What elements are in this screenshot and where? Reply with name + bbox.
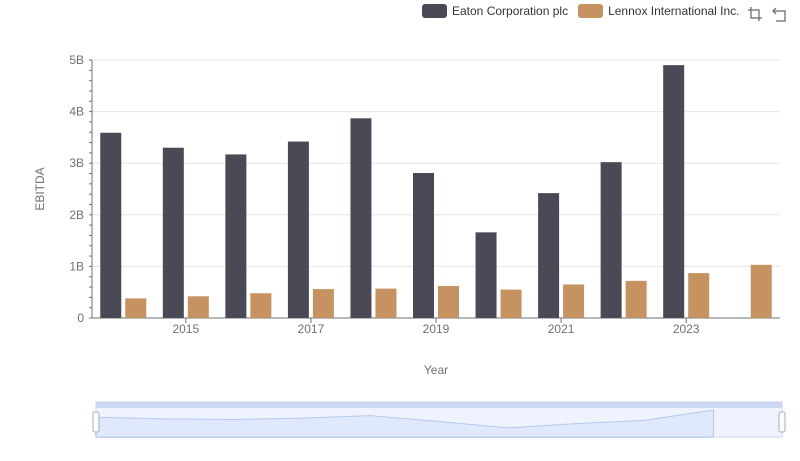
x-axis-title: Year xyxy=(424,363,448,377)
zoom-handle-right[interactable] xyxy=(778,411,786,433)
bar-lennox[interactable] xyxy=(375,288,397,318)
zoom-icon[interactable] xyxy=(747,6,763,22)
bar-lennox[interactable] xyxy=(312,289,334,318)
y-tick-label: 5B xyxy=(69,53,84,67)
bar-eaton[interactable] xyxy=(475,232,497,318)
bar-eaton[interactable] xyxy=(100,132,122,318)
bar-eaton[interactable] xyxy=(600,162,622,318)
zoom-selection[interactable] xyxy=(96,407,782,437)
bar-lennox[interactable] xyxy=(750,264,772,318)
legend-swatch-eaton xyxy=(422,4,447,18)
x-tick-label: 2017 xyxy=(298,322,325,336)
x-tick-label: 2015 xyxy=(172,322,199,336)
y-axis-title: EBITDA xyxy=(33,167,47,210)
legend: Eaton Corporation plc Lennox Internation… xyxy=(422,4,750,18)
bar-lennox[interactable] xyxy=(688,273,710,318)
bar-lennox[interactable] xyxy=(500,289,522,318)
bar-lennox[interactable] xyxy=(625,280,647,318)
y-tick-label: 2B xyxy=(69,208,84,222)
zoom-move-handle[interactable] xyxy=(96,402,782,408)
restore-icon[interactable] xyxy=(772,6,788,22)
bar-lennox[interactable] xyxy=(187,296,209,318)
x-tick-label: 2021 xyxy=(548,322,575,336)
y-tick-label: 0 xyxy=(77,311,84,325)
bar-eaton[interactable] xyxy=(663,65,685,318)
legend-swatch-lennox xyxy=(578,4,604,18)
bar-eaton[interactable] xyxy=(287,141,309,318)
y-tick-label: 3B xyxy=(69,156,84,170)
bars xyxy=(100,65,772,318)
bar-lennox[interactable] xyxy=(250,293,272,318)
x-axis: 2015 2017 2019 2021 2023 xyxy=(92,317,780,336)
y-axis: 0 1B 2B 3B 4B 5B xyxy=(69,53,93,325)
legend-label-lennox: Lennox International Inc. xyxy=(608,4,740,18)
x-tick-label: 2023 xyxy=(673,322,700,336)
y-tick-label: 1B xyxy=(69,259,84,273)
x-tick-label: 2019 xyxy=(423,322,450,336)
bar-eaton[interactable] xyxy=(413,173,434,318)
bar-lennox[interactable] xyxy=(125,298,147,318)
y-tick-label: 4B xyxy=(69,105,84,119)
bar-eaton[interactable] xyxy=(538,193,560,318)
legend-item-eaton[interactable]: Eaton Corporation plc xyxy=(422,4,568,18)
bar-eaton[interactable] xyxy=(350,118,372,318)
bar-eaton[interactable] xyxy=(162,147,184,318)
data-zoom-slider xyxy=(92,401,786,438)
legend-item-lennox[interactable]: Lennox International Inc. xyxy=(578,4,740,18)
bar-lennox[interactable] xyxy=(438,286,459,318)
bar-lennox[interactable] xyxy=(563,284,585,318)
bar-eaton[interactable] xyxy=(225,154,247,318)
legend-label-eaton: Eaton Corporation plc xyxy=(452,4,569,18)
zoom-handle-left[interactable] xyxy=(92,411,100,433)
